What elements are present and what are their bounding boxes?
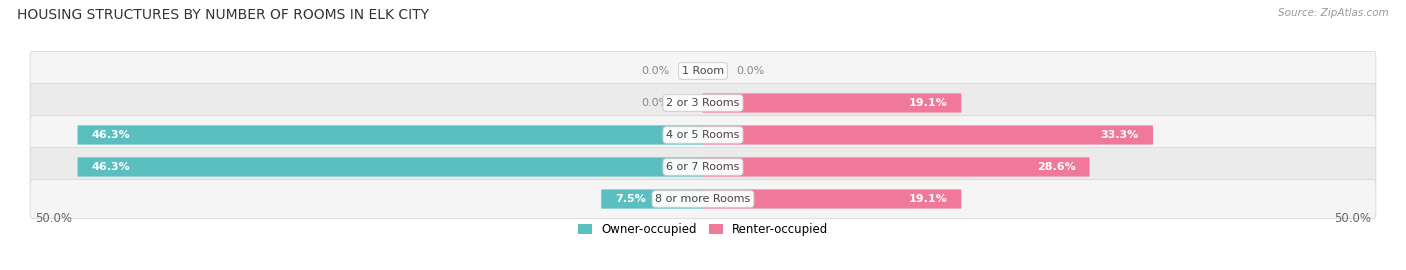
Text: 0.0%: 0.0% [641,66,669,76]
Text: Source: ZipAtlas.com: Source: ZipAtlas.com [1278,8,1389,18]
FancyBboxPatch shape [77,157,703,177]
FancyBboxPatch shape [77,125,703,145]
Text: 50.0%: 50.0% [1334,212,1371,225]
Text: 33.3%: 33.3% [1101,130,1139,140]
Text: 0.0%: 0.0% [641,98,669,108]
Text: 28.6%: 28.6% [1036,162,1076,172]
Text: 8 or more Rooms: 8 or more Rooms [655,194,751,204]
Legend: Owner-occupied, Renter-occupied: Owner-occupied, Renter-occupied [578,223,828,236]
Text: 4 or 5 Rooms: 4 or 5 Rooms [666,130,740,140]
FancyBboxPatch shape [602,189,703,209]
Text: HOUSING STRUCTURES BY NUMBER OF ROOMS IN ELK CITY: HOUSING STRUCTURES BY NUMBER OF ROOMS IN… [17,8,429,22]
Text: 7.5%: 7.5% [616,194,645,204]
Text: 2 or 3 Rooms: 2 or 3 Rooms [666,98,740,108]
FancyBboxPatch shape [703,125,1153,145]
FancyBboxPatch shape [30,180,1376,218]
FancyBboxPatch shape [703,93,962,113]
Text: 19.1%: 19.1% [908,98,948,108]
Text: 19.1%: 19.1% [908,194,948,204]
FancyBboxPatch shape [30,52,1376,90]
Text: 6 or 7 Rooms: 6 or 7 Rooms [666,162,740,172]
FancyBboxPatch shape [30,83,1376,123]
FancyBboxPatch shape [703,189,962,209]
Text: 1 Room: 1 Room [682,66,724,76]
Text: 50.0%: 50.0% [35,212,72,225]
Text: 0.0%: 0.0% [737,66,765,76]
Text: 46.3%: 46.3% [91,162,131,172]
FancyBboxPatch shape [703,157,1090,177]
FancyBboxPatch shape [30,147,1376,187]
FancyBboxPatch shape [30,116,1376,154]
Text: 46.3%: 46.3% [91,130,131,140]
